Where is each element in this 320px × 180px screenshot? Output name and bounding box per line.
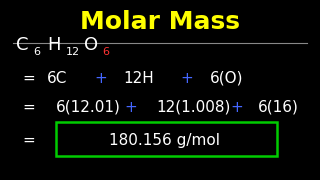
Text: 6C: 6C — [46, 71, 67, 86]
Text: 6(12.01): 6(12.01) — [56, 100, 121, 115]
Text: Molar Mass: Molar Mass — [80, 10, 240, 34]
Text: 12: 12 — [66, 47, 80, 57]
Text: 6(O): 6(O) — [210, 71, 243, 86]
Text: =: = — [22, 133, 35, 148]
Text: 6: 6 — [102, 47, 109, 57]
Text: C: C — [16, 36, 28, 54]
Text: =: = — [22, 71, 35, 86]
Text: +: + — [94, 71, 107, 86]
Text: 6: 6 — [34, 47, 41, 57]
Text: O: O — [84, 36, 98, 54]
Text: =: = — [22, 100, 35, 115]
Text: +: + — [230, 100, 243, 115]
Text: 6(16): 6(16) — [258, 100, 299, 115]
Text: +: + — [125, 100, 138, 115]
Text: H: H — [47, 36, 61, 54]
Text: 180.156 g/mol: 180.156 g/mol — [109, 133, 220, 148]
Text: +: + — [181, 71, 194, 86]
Text: 12H: 12H — [123, 71, 154, 86]
Text: 12(1.008): 12(1.008) — [157, 100, 231, 115]
